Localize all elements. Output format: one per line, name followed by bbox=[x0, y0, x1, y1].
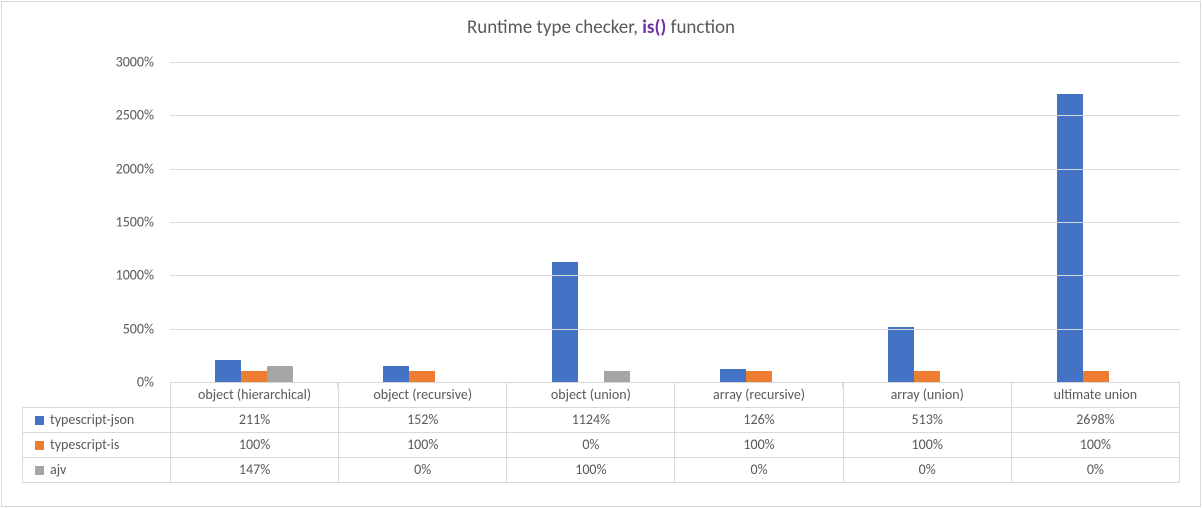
bar bbox=[746, 371, 772, 382]
data-cell: 100% bbox=[1011, 433, 1179, 458]
y-axis: 0%500%1000%1500%2000%2500%3000% bbox=[22, 62, 162, 382]
legend-label: typescript-json bbox=[50, 411, 134, 428]
data-cell: 0% bbox=[339, 458, 507, 483]
plot-area bbox=[170, 62, 1180, 383]
legend-swatch bbox=[35, 441, 44, 450]
data-cell: 100% bbox=[339, 433, 507, 458]
data-table: object (hierarchical)object (recursive)o… bbox=[22, 382, 1180, 496]
bar bbox=[409, 371, 435, 382]
legend-cell: ajv bbox=[23, 458, 171, 483]
legend-cell: typescript-json bbox=[23, 408, 171, 433]
category-label: object (recursive) bbox=[339, 383, 507, 408]
gridline bbox=[170, 222, 1180, 223]
title-emph: is() bbox=[642, 16, 666, 39]
category-label: array (union) bbox=[843, 383, 1011, 408]
title-prefix: Runtime type checker, bbox=[467, 16, 642, 39]
y-tick-label: 500% bbox=[123, 320, 154, 337]
gridline bbox=[170, 62, 1180, 63]
y-tick-label: 2000% bbox=[116, 160, 154, 177]
data-cell: 0% bbox=[1011, 458, 1179, 483]
y-tick-label: 1000% bbox=[116, 267, 154, 284]
category-label: object (hierarchical) bbox=[171, 383, 339, 408]
bar bbox=[1057, 94, 1083, 382]
data-cell: 0% bbox=[675, 458, 843, 483]
category-label: array (recursive) bbox=[675, 383, 843, 408]
title-suffix: function bbox=[666, 16, 735, 39]
chart-frame: Runtime type checker, is() function 0% 50… bbox=[1, 1, 1201, 507]
data-cell: 126% bbox=[675, 408, 843, 433]
plot-wrap: 0%500%1000%1500%2000%2500%3000% bbox=[22, 62, 1180, 382]
data-cell: 147% bbox=[171, 458, 339, 483]
y-tick-label: 3000% bbox=[116, 54, 154, 71]
data-cell: 513% bbox=[843, 408, 1011, 433]
data-cell: 211% bbox=[171, 408, 339, 433]
y-tick-label: 2500% bbox=[116, 107, 154, 124]
legend-label: typescript-is bbox=[50, 436, 119, 453]
bar bbox=[720, 369, 746, 382]
bar bbox=[552, 262, 578, 382]
gridline bbox=[170, 275, 1180, 276]
bar bbox=[241, 371, 267, 382]
y-tick-label: 1500% bbox=[116, 214, 154, 231]
chart-title: Runtime type checker, is() function bbox=[2, 16, 1200, 39]
data-cell: 100% bbox=[171, 433, 339, 458]
data-cell: 1124% bbox=[507, 408, 675, 433]
table-corner bbox=[23, 383, 171, 408]
plot-and-table: 0% 500% 1000% 1500% 2000% 2500% 3000% object (… bbox=[22, 52, 1180, 496]
gridline bbox=[170, 169, 1180, 170]
bar bbox=[888, 327, 914, 382]
legend-label: ajv bbox=[50, 461, 66, 478]
gridline bbox=[170, 115, 1180, 116]
bar bbox=[215, 360, 241, 383]
category-label: object (union) bbox=[507, 383, 675, 408]
bar bbox=[1083, 371, 1109, 382]
data-cell: 100% bbox=[675, 433, 843, 458]
bar bbox=[914, 371, 940, 382]
data-cell: 152% bbox=[339, 408, 507, 433]
bar bbox=[604, 371, 630, 382]
category-label: ultimate union bbox=[1011, 383, 1179, 408]
data-cell: 2698% bbox=[1011, 408, 1179, 433]
gridline bbox=[170, 329, 1180, 330]
data-cell: 100% bbox=[507, 458, 675, 483]
data-cell: 100% bbox=[843, 433, 1011, 458]
bar bbox=[267, 366, 293, 382]
bar bbox=[383, 366, 409, 382]
legend-swatch bbox=[35, 466, 44, 475]
legend-cell: typescript-is bbox=[23, 433, 171, 458]
data-cell: 0% bbox=[507, 433, 675, 458]
legend-swatch bbox=[35, 416, 44, 425]
data-cell: 0% bbox=[843, 458, 1011, 483]
